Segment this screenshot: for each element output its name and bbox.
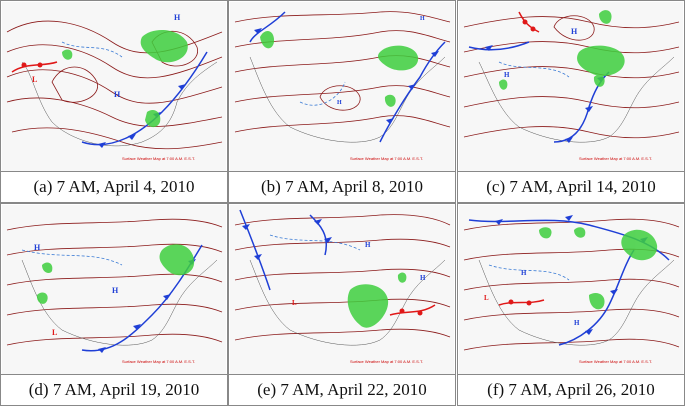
high-pressure-symbol: H — [34, 243, 41, 252]
cold-front-teeth — [242, 219, 332, 260]
surface-map-b: H H Surface Weather Map at 7:00 A.M. E.S… — [230, 2, 454, 173]
surface-map-e: H H L Surface Weather Map at 7:00 A.M. E… — [230, 205, 454, 376]
panel-f: H H L Surface Weather Map at 7:00 A.M. E… — [457, 203, 685, 406]
surface-map-f: H H L Surface Weather Map at 7:00 A.M. E… — [459, 205, 683, 376]
precipitation — [260, 30, 419, 107]
cold-front — [309, 214, 327, 256]
cold-front-teeth — [495, 215, 648, 335]
trough — [299, 81, 346, 106]
caption-b: (b) 7 AM, April 8, 2010 — [229, 171, 455, 202]
low-pressure-symbol: L — [292, 299, 297, 307]
caption-e: (e) 7 AM, April 22, 2010 — [229, 374, 455, 405]
warm-front — [11, 61, 58, 73]
high-pressure-symbol: H — [504, 71, 510, 79]
cold-front — [468, 41, 530, 51]
cold-front — [239, 209, 271, 291]
high-pressure-symbol: H — [114, 90, 121, 99]
high-pressure-symbol: H — [574, 319, 580, 327]
warm-front-bumps — [508, 299, 532, 306]
caption-f: (f) 7 AM, April 26, 2010 — [458, 374, 684, 405]
caption-a: (a) 7 AM, April 4, 2010 — [1, 171, 227, 202]
map-footer: Surface Weather Map at 7:00 A.M. E.S.T. — [579, 156, 652, 161]
precipitation — [62, 30, 188, 128]
high-pressure-symbol: H — [112, 286, 119, 295]
cold-front-teeth — [254, 28, 439, 124]
caption-d: (d) 7 AM, April 19, 2010 — [1, 374, 227, 405]
warm-front-bumps — [399, 308, 423, 316]
map-footer: Surface Weather Map at 7:00 A.M. E.S.T. — [350, 359, 423, 364]
precipitation — [499, 10, 625, 90]
coastline — [249, 259, 446, 346]
cold-front — [81, 51, 208, 146]
panel-c: H H Surface Weather Map at 7:00 A.M. E.S… — [457, 0, 685, 203]
isobars — [463, 15, 680, 139]
coastline — [21, 61, 218, 147]
low-pressure-symbol: L — [32, 75, 37, 84]
trough — [498, 61, 570, 78]
panel-b: H H Surface Weather Map at 7:00 A.M. E.S… — [228, 0, 456, 203]
high-pressure-symbol: H — [420, 16, 425, 22]
high-pressure-symbol: H — [571, 27, 578, 36]
warm-front — [389, 304, 436, 316]
precipitation — [347, 272, 407, 328]
low-pressure-symbol: L — [484, 294, 489, 302]
panel-e: H H L Surface Weather Map at 7:00 A.M. E… — [228, 203, 456, 406]
map-footer: Surface Weather Map at 7:00 A.M. E.S.T. — [350, 156, 423, 161]
low-pressure-symbol: L — [52, 328, 57, 337]
cold-front — [558, 249, 635, 346]
warm-front-bumps — [21, 62, 43, 68]
caption-c: (c) 7 AM, April 14, 2010 — [458, 171, 684, 202]
surface-map-c: H H Surface Weather Map at 7:00 A.M. E.S… — [459, 2, 683, 173]
map-footer: Surface Weather Map at 7:00 A.M. E.S.T. — [122, 156, 195, 161]
map-footer: Surface Weather Map at 7:00 A.M. E.S.T. — [579, 359, 652, 364]
isobars — [234, 11, 451, 133]
trough — [61, 41, 123, 58]
panel-d: H H L Surface Weather Map at 7:00 A.M. E… — [0, 203, 228, 406]
precipitation — [539, 227, 658, 310]
warm-front — [498, 299, 545, 306]
map-footer: Surface Weather Map at 7:00 A.M. E.S.T. — [122, 359, 195, 364]
trough — [21, 249, 123, 266]
coastline — [249, 56, 446, 143]
trough — [488, 264, 570, 281]
isobars — [6, 218, 223, 346]
trough — [269, 234, 361, 251]
high-pressure-symbol: H — [420, 274, 426, 282]
warm-front — [518, 11, 540, 33]
high-pressure-symbol: H — [521, 269, 527, 277]
isobars — [6, 20, 223, 150]
precipitation — [36, 244, 195, 304]
isobars — [463, 218, 680, 351]
surface-map-a: H H L Surface Weather Map at 7:00 A.M. E… — [2, 2, 226, 173]
coastline — [478, 56, 675, 143]
panel-a: H H L Surface Weather Map at 7:00 A.M. E… — [0, 0, 228, 203]
cold-front — [249, 11, 286, 43]
isobars — [234, 214, 451, 341]
warm-front-bumps — [522, 19, 536, 32]
coastline — [478, 259, 675, 346]
coastline — [21, 259, 218, 346]
high-pressure-symbol: H — [174, 13, 181, 22]
cold-front — [379, 41, 446, 143]
surface-map-d: H H L Surface Weather Map at 7:00 A.M. E… — [2, 205, 226, 376]
high-pressure-symbol: H — [365, 241, 371, 249]
high-pressure-symbol: H — [337, 100, 342, 106]
